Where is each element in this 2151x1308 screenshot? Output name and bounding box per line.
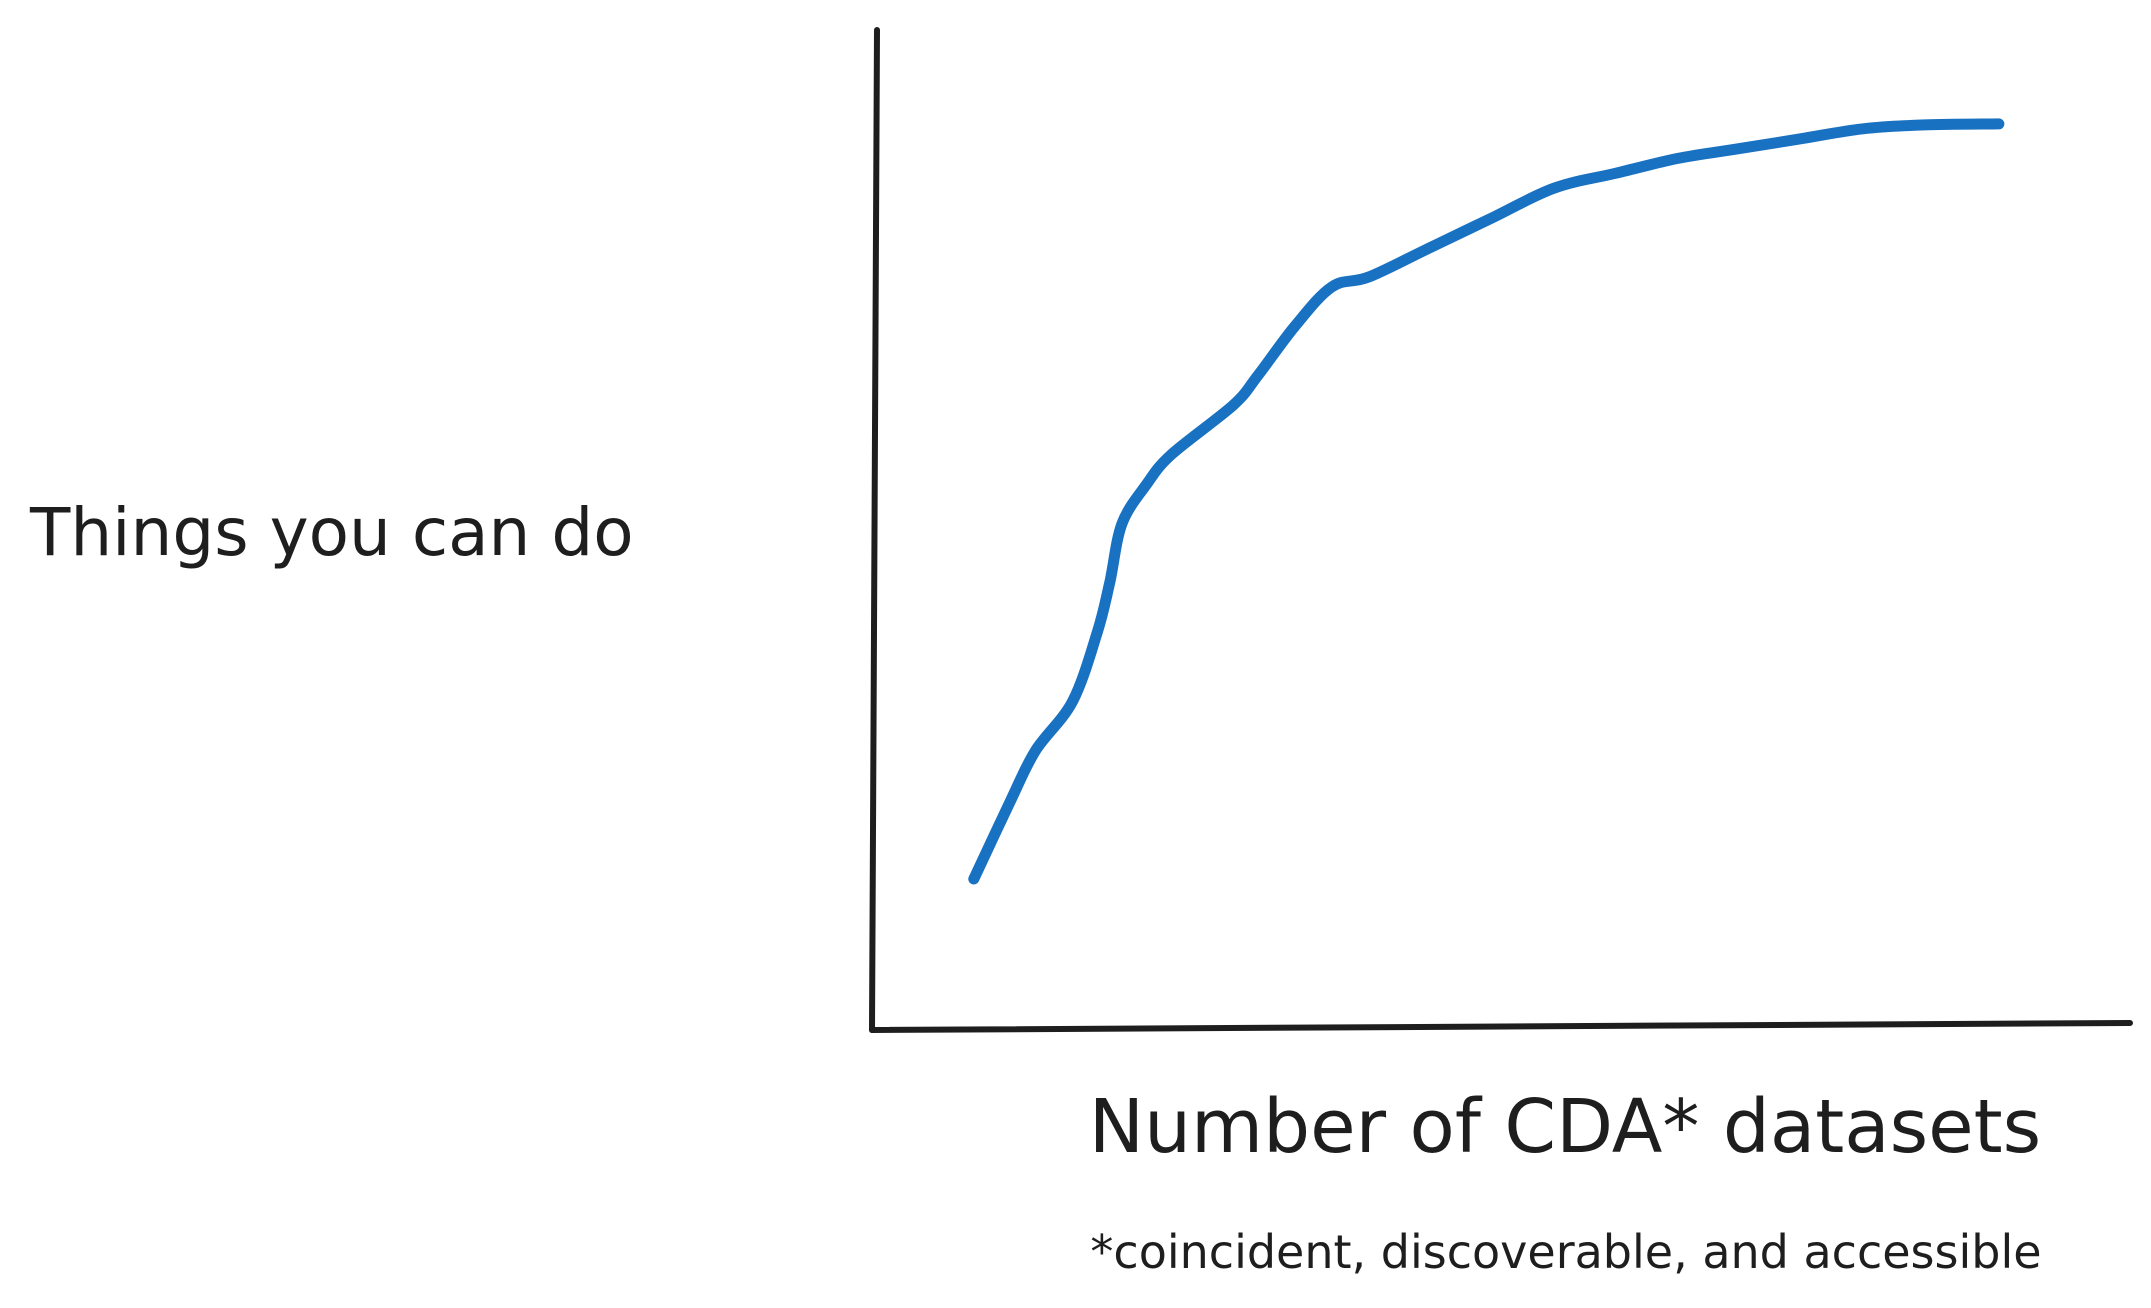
footnote: *coincident, discoverable, and accessibl… <box>1090 1225 2041 1279</box>
y-axis-label: Things you can do <box>29 494 634 571</box>
x-axis-label: Number of CDA* datasets <box>1089 1084 2041 1170</box>
y-axis-line <box>869 27 880 1033</box>
series-line-1 <box>968 118 2005 885</box>
x-axis-line <box>869 1020 2133 1033</box>
series-layer <box>968 118 2005 885</box>
